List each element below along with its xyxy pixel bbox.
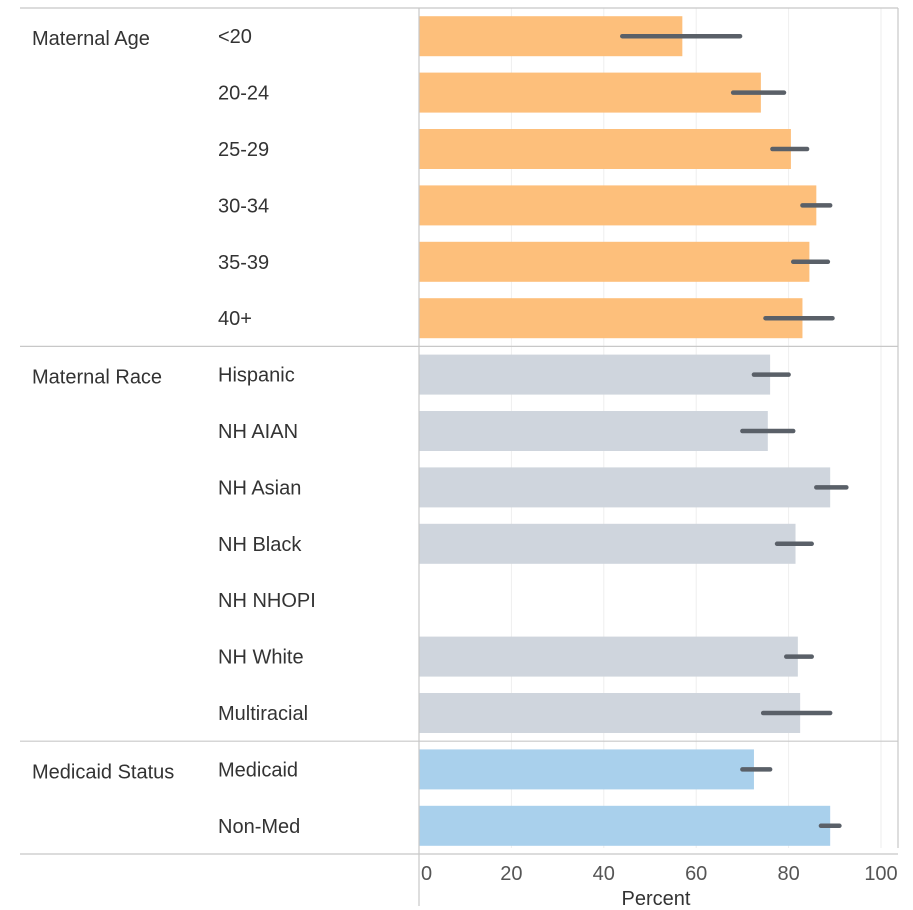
x-tick-label: 0 [421,863,432,885]
x-tick-label: 40 [593,863,615,885]
x-axis-title: Percent [622,888,691,910]
row-label: Non-Med [218,816,300,838]
row-label: 20-24 [218,83,269,105]
bar [419,72,761,113]
row-label: NH AIAN [218,421,298,443]
row-label: 30-34 [218,195,269,217]
x-tick-label: 60 [685,863,707,885]
bar [419,805,831,846]
row-label: <20 [218,26,252,48]
row-labels: <20 20-24 25-29 30-34 35-39 40+ Maternal Age Hi… [32,26,316,838]
bar [419,241,810,282]
row-label: Medicaid [218,759,298,781]
bar [419,298,803,339]
bar [419,693,801,733]
row-label: Hispanic [218,365,295,387]
x-tick-labels: 0 20 40 60 80 100 [421,863,898,885]
group-label: Medicaid Status [32,761,174,783]
group-label: Maternal Race [32,367,162,389]
row-label: 40+ [218,308,252,330]
row-label: 25-29 [218,139,269,161]
row-label: NH Asian [218,477,301,499]
bar [419,185,817,226]
x-tick-label: 100 [864,863,897,885]
bar [419,523,796,564]
row-label: NH NHOPI [218,590,316,612]
bar [419,636,798,677]
bar [419,749,754,790]
bar [419,467,831,508]
group-separators [20,7,899,906]
group-label: Maternal Age [32,28,150,50]
row-label: NH White [218,647,304,669]
x-tick-label: 20 [500,863,522,885]
bar [419,129,791,169]
bar [419,411,768,451]
row-label: NH Black [218,534,302,556]
row-label: 35-39 [218,252,269,274]
x-tick-label: 80 [777,863,799,885]
bar [419,354,771,395]
bars [419,16,831,846]
error-bars [620,33,849,829]
row-label: Multiracial [218,703,308,725]
